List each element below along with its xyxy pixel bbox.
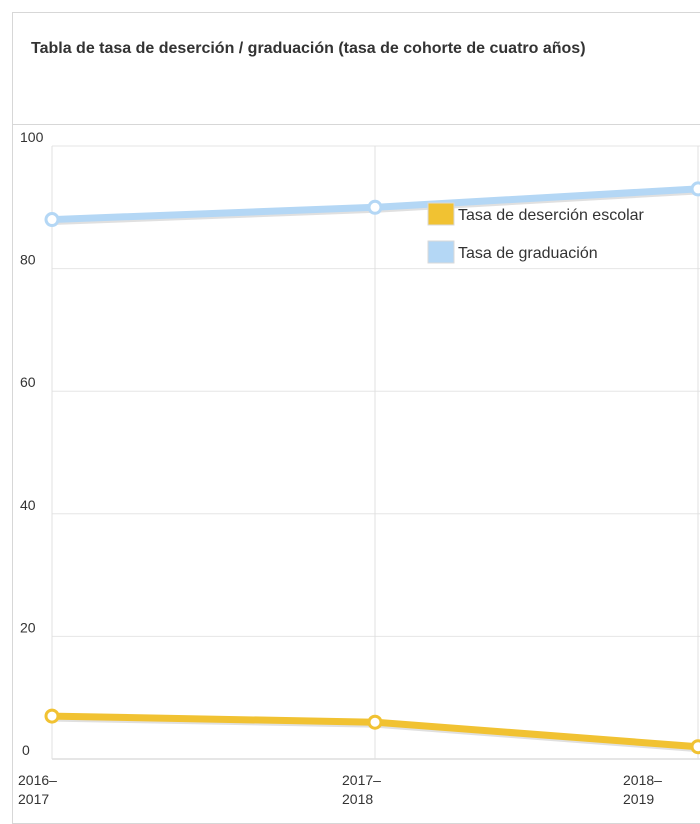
data-point [367,199,383,215]
y-tick-label: 40 [20,497,36,513]
grid [51,145,700,760]
data-point [44,212,60,228]
data-point [44,708,60,724]
axis-labels: 0 20 40 60 80 100 2016– 2017 2017– 2018 2018– 2019 [18,129,662,807]
series-lines [44,181,700,755]
x-tick-label: 2019 [623,791,654,807]
data-point [690,181,700,197]
legend-swatch [427,240,455,264]
x-tick-label: 2017– [342,772,381,788]
data-point [690,739,700,755]
chart-panel: Tabla de tasa de deserción / graduación … [12,12,700,824]
y-tick-label: 60 [20,374,36,390]
legend-swatch [427,202,455,226]
x-tick-label: 2017 [18,791,49,807]
legend-label: Tasa de graduación [458,245,598,262]
panel-title: Tabla de tasa de deserción / graduación … [31,40,586,57]
panel-header: Tabla de tasa de deserción / graduación … [13,13,700,125]
x-tick-label: 2016– [18,772,57,788]
x-tick-label: 2018– [623,772,662,788]
x-tick-label: 2018 [342,791,373,807]
y-tick-label: 20 [20,619,36,635]
legend: Tasa de deserción escolar Tasa de graduac… [427,202,645,264]
y-tick-label: 80 [20,252,36,268]
y-tick-label: 0 [22,742,30,758]
data-point [367,714,383,730]
y-tick-label: 100 [20,129,44,145]
legend-label: Tasa de deserción escolar [458,207,645,224]
